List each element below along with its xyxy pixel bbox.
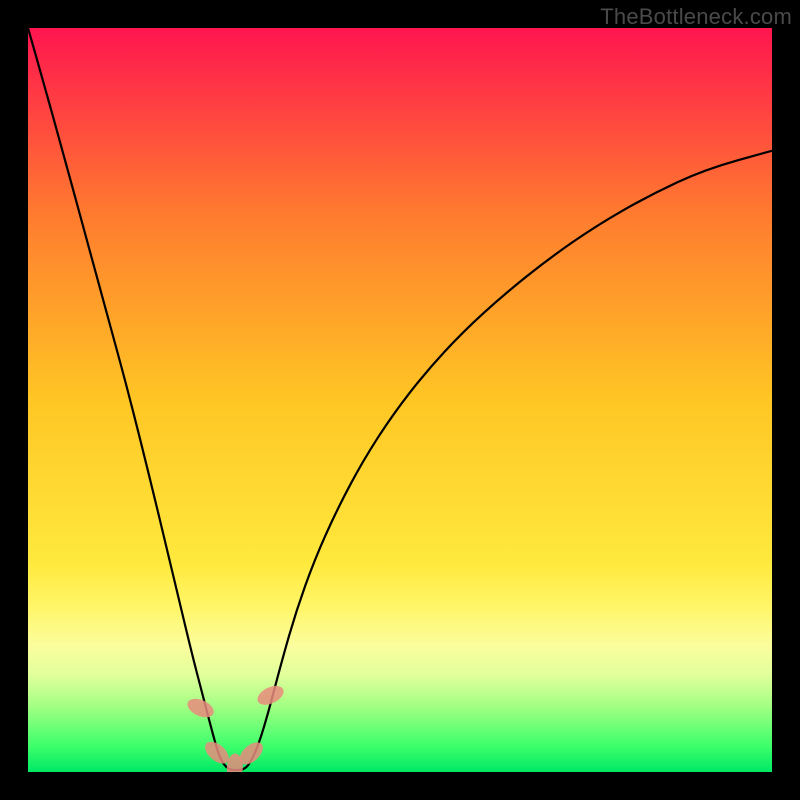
plot-svg — [28, 28, 772, 772]
plot-area — [28, 28, 772, 772]
gradient-background — [28, 28, 772, 772]
chart-container: TheBottleneck.com — [0, 0, 800, 800]
watermark-text: TheBottleneck.com — [600, 4, 792, 30]
